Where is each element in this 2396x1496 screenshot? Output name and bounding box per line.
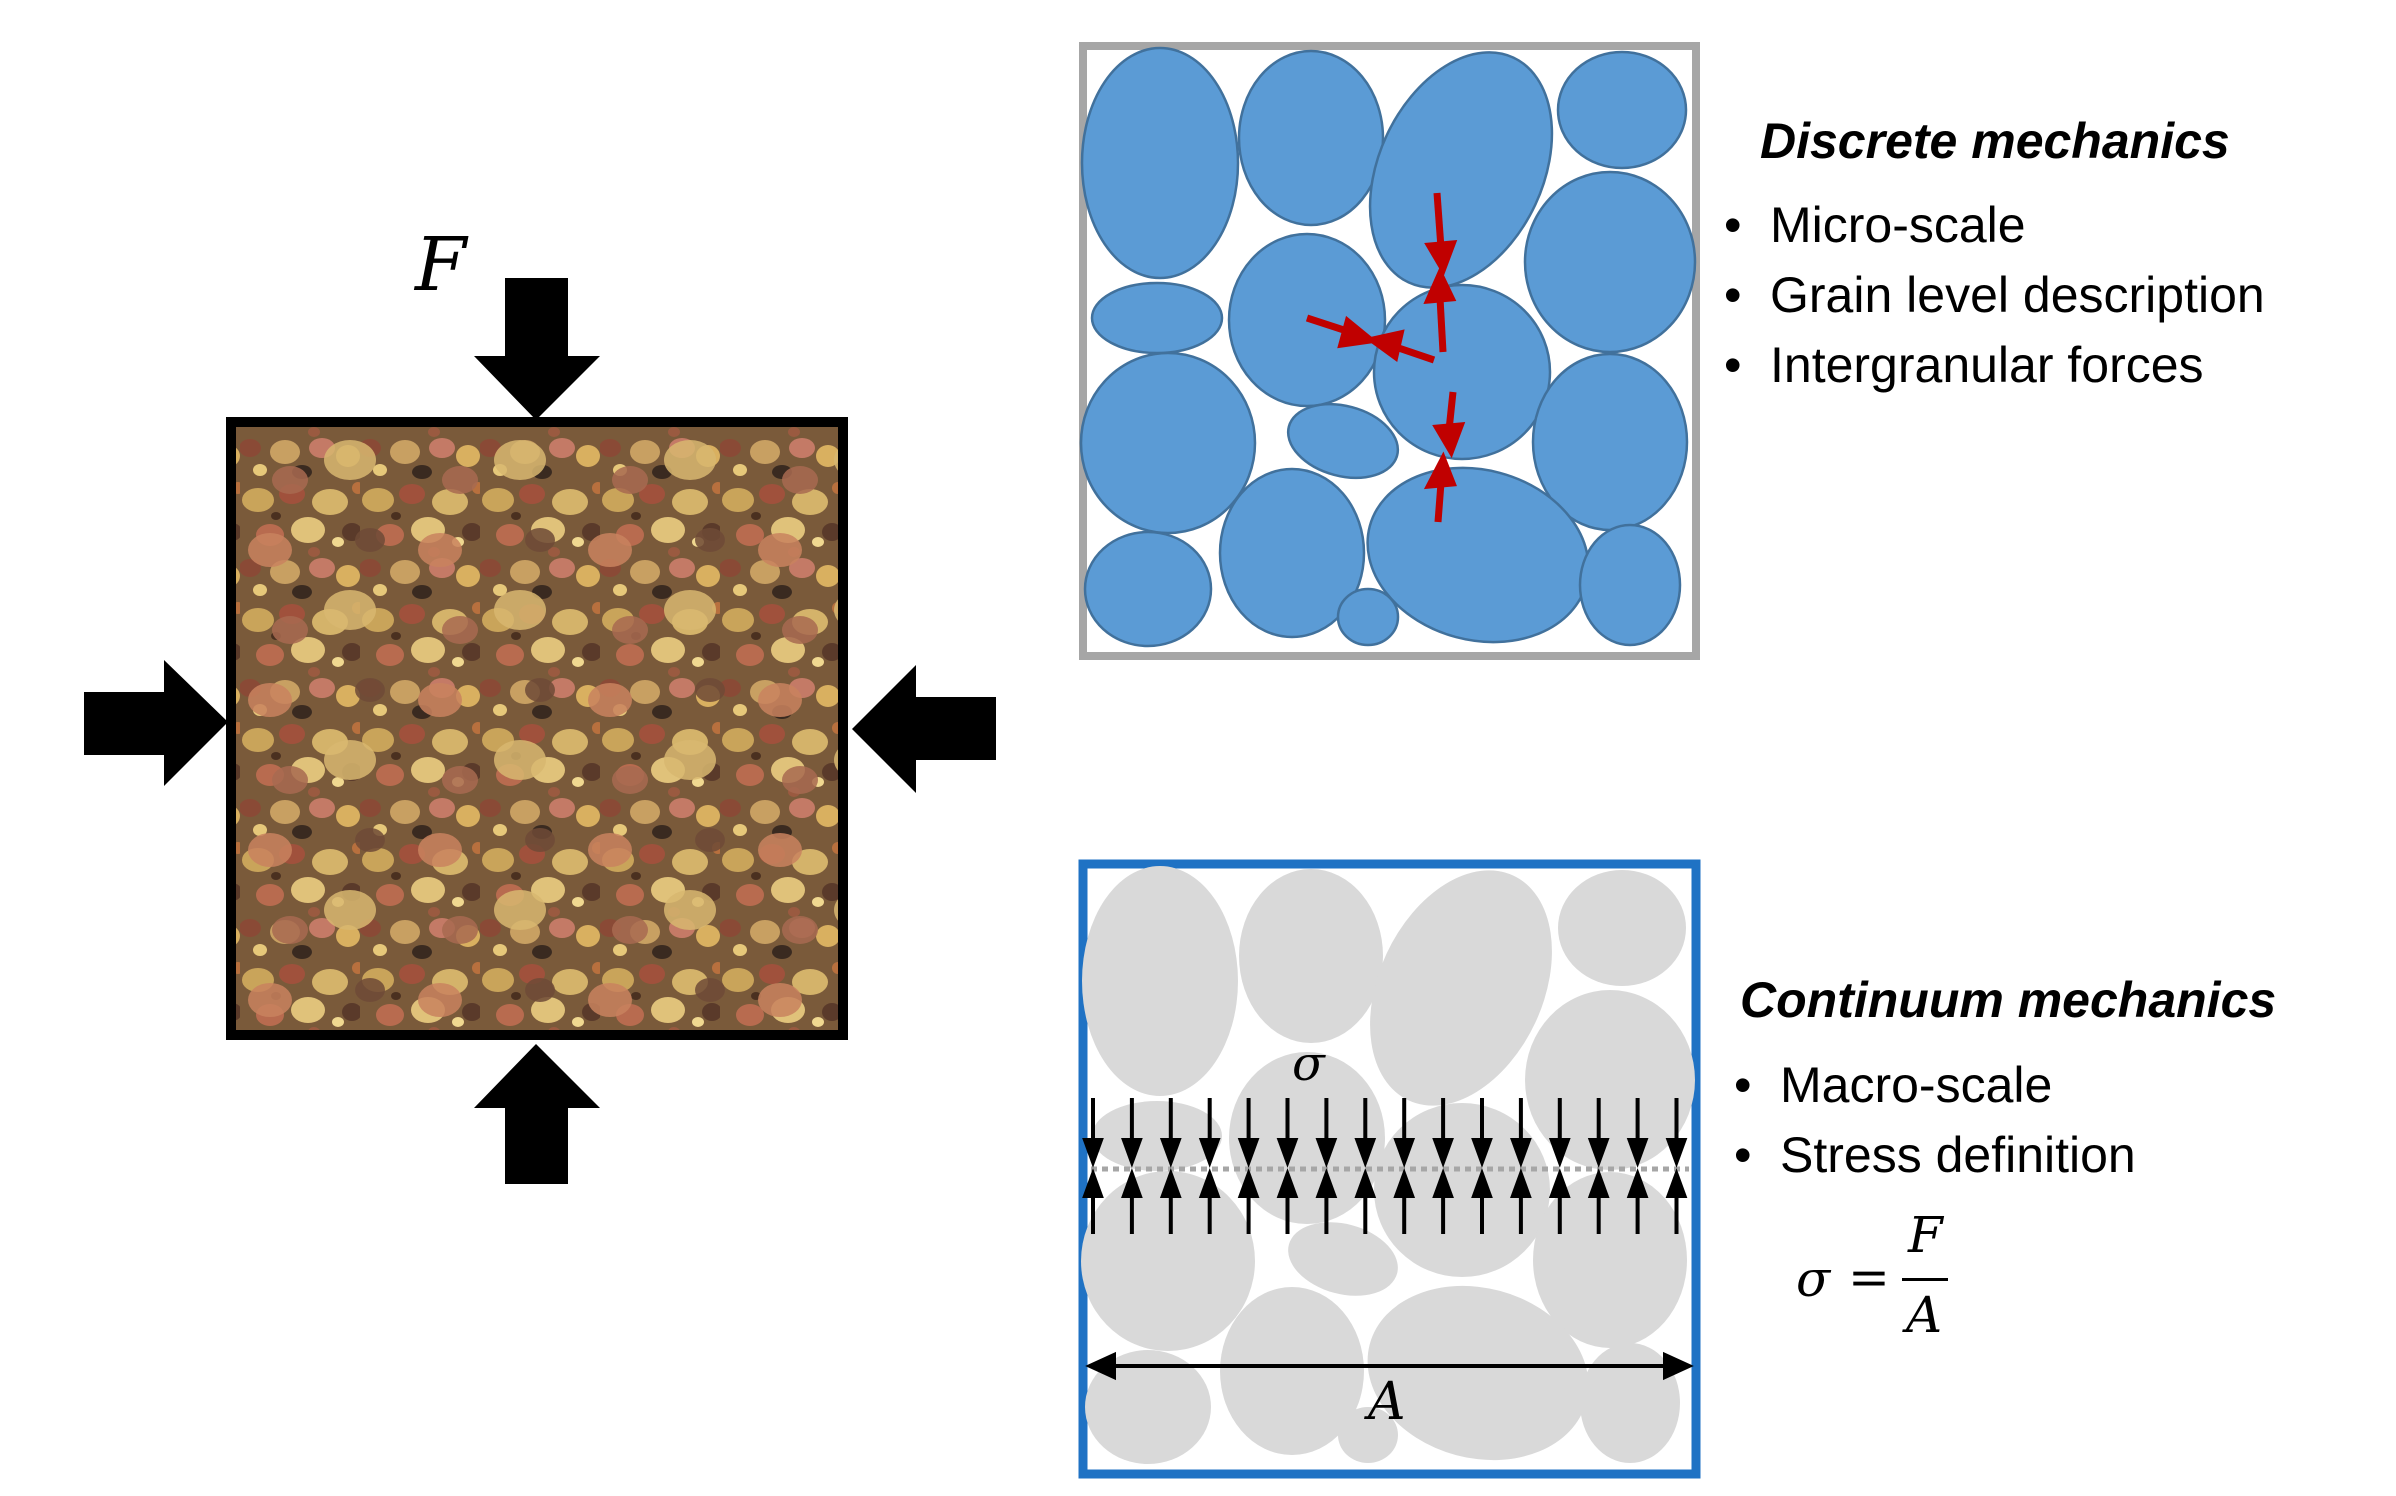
stress-arrowhead-down — [1393, 1138, 1416, 1168]
stress-arrowhead-up — [1315, 1168, 1338, 1198]
list-item: • Grain level description — [1722, 260, 2265, 330]
stress-arrowhead-up — [1510, 1168, 1532, 1198]
discrete-bullet-list: • Micro-scale • Grain level description • I… — [1722, 190, 2265, 400]
stress-arrowhead-down — [1082, 1138, 1104, 1168]
discrete-grain-assembly — [1079, 42, 1700, 660]
fraction-bar — [1902, 1278, 1948, 1281]
stress-arrowhead-up — [1393, 1168, 1416, 1198]
stress-arrowhead-down — [1121, 1138, 1143, 1168]
stress-arrowhead-down — [1159, 1138, 1182, 1168]
grain — [1336, 587, 1400, 647]
force-arrow-left — [84, 660, 228, 786]
force-arrow-right — [852, 665, 996, 793]
list-item: • Intergranular forces — [1722, 330, 2265, 400]
continuum-grain-assembly — [1078, 859, 1701, 1479]
bullet-icon: • — [1734, 1127, 1752, 1183]
stress-arrowhead-down — [1276, 1138, 1299, 1168]
stress-arrow-row — [1082, 1098, 1688, 1234]
grain — [1578, 523, 1682, 647]
bullet-icon: • — [1734, 1057, 1752, 1113]
stress-arrowhead-up — [1432, 1168, 1454, 1198]
continuum-heading: Continuum mechanics — [1740, 972, 2277, 1028]
stress-arrowhead-down — [1665, 1138, 1688, 1168]
stress-arrowhead-up — [1354, 1168, 1377, 1198]
grain — [1286, 402, 1400, 480]
stress-arrowhead-up — [1276, 1168, 1299, 1198]
stress-arrowhead-down — [1510, 1138, 1532, 1168]
stress-arrowhead-down — [1237, 1138, 1260, 1168]
grain — [1079, 351, 1257, 535]
grain — [1556, 50, 1688, 170]
grain — [1368, 51, 1554, 289]
grain — [1090, 281, 1224, 355]
bullet-icon: • — [1724, 337, 1742, 393]
bullet-icon: • — [1724, 197, 1742, 253]
list-item: • Stress definition — [1732, 1120, 2136, 1190]
contact-force-arrow — [1436, 297, 1447, 353]
stress-arrowhead-up — [1121, 1168, 1143, 1198]
stress-arrowhead-up — [1665, 1168, 1688, 1198]
grain — [1237, 49, 1385, 227]
stress-arrowhead-up — [1159, 1168, 1182, 1198]
stress-arrowhead-down — [1198, 1138, 1221, 1168]
stress-arrowhead-up — [1237, 1168, 1260, 1198]
formula-lhs: σ — [1796, 1250, 1831, 1308]
stress-arrowhead-down — [1432, 1138, 1454, 1168]
stress-arrowhead-up — [1471, 1168, 1493, 1198]
grain — [1372, 283, 1552, 461]
list-item: • Macro-scale — [1732, 1050, 2136, 1120]
grain — [1083, 530, 1213, 648]
stress-arrowhead-down — [1354, 1138, 1377, 1168]
formula-denominator: A — [1906, 1286, 1943, 1344]
grain — [1080, 46, 1240, 280]
grain — [1523, 170, 1697, 354]
contact-force-arrow — [1433, 192, 1445, 249]
force-arrow-bottom — [474, 1044, 600, 1184]
force-label: F — [415, 222, 467, 308]
continuum-bullet-list: • Macro-scale • Stress definition — [1732, 1050, 2136, 1190]
area-symbol-label: A — [1368, 1372, 1406, 1432]
area-dimension-arrow — [1085, 1351, 1694, 1381]
stress-arrowhead-down — [1315, 1138, 1338, 1168]
formula-numerator: F — [1908, 1206, 1943, 1264]
stress-arrowhead-up — [1198, 1168, 1221, 1198]
stress-arrowhead-down — [1587, 1138, 1610, 1168]
stress-formula: σ = F A — [1796, 1206, 1996, 1352]
stress-arrowhead-down — [1626, 1138, 1649, 1168]
grain — [1218, 467, 1366, 639]
stress-arrowhead-down — [1548, 1138, 1571, 1168]
stress-arrowhead-down — [1471, 1138, 1493, 1168]
stress-arrowhead-up — [1082, 1168, 1104, 1198]
contact-force-arrow — [1434, 482, 1445, 523]
force-arrow-top — [474, 278, 600, 420]
stress-arrowhead-up — [1548, 1168, 1571, 1198]
discrete-heading: Discrete mechanics — [1760, 113, 2230, 169]
stress-arrowhead-up — [1626, 1168, 1649, 1198]
gravel-sample — [226, 417, 848, 1040]
list-item: • Micro-scale — [1722, 190, 2265, 260]
stress-symbol-label: σ — [1292, 1036, 1325, 1092]
formula-equals: = — [1848, 1248, 1890, 1306]
stress-arrowhead-up — [1587, 1168, 1610, 1198]
bullet-icon: • — [1724, 267, 1742, 323]
